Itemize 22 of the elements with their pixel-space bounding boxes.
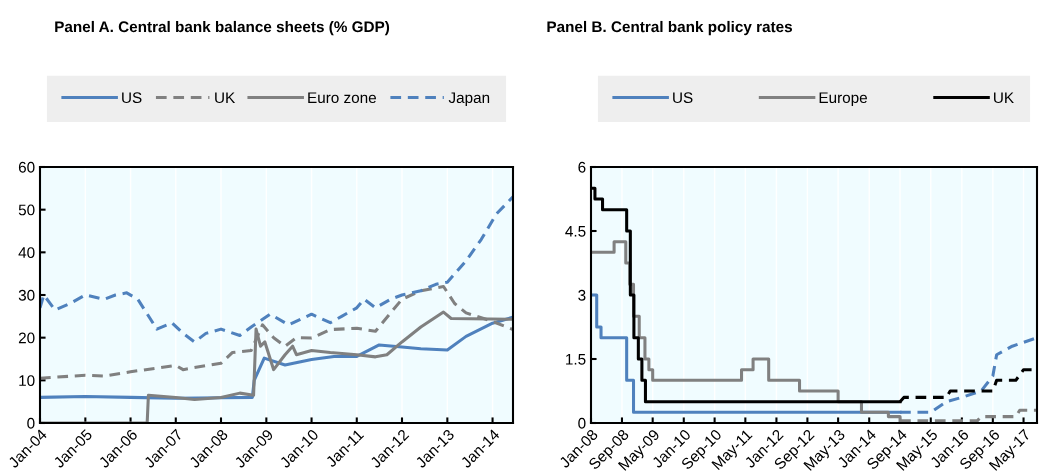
legend-label: US [122,92,142,104]
y-tick-label: 30 [18,289,35,301]
legend-label: Japan [448,92,490,107]
legend-label: Euro zone [308,92,376,104]
y-tick-label: 0 [27,417,35,429]
chart-title: Panel B. Central bank policy rates [547,20,792,36]
y-tick-label: 10 [19,375,35,387]
legend-label: Europe [819,92,867,107]
y-tick-label: 6 [578,161,586,173]
legend-label: UK [994,92,1014,104]
chart-title: Panel A. Central bank balance sheets (% GDP) [55,20,390,36]
y-tick-label: 0 [578,417,586,429]
y-tick-label: 40 [18,247,35,259]
line-series [40,195,513,344]
y-tick-label: 1.5 [566,354,586,365]
y-tick-label: 20 [18,332,35,344]
y-tick-label: 50 [18,204,35,216]
y-tick-label: 3 [578,289,586,301]
y-tick-label: 4.5 [565,226,586,237]
y-tick-label: 60 [18,161,35,173]
legend-label: US [673,92,693,104]
legend-label: UK [215,92,236,104]
